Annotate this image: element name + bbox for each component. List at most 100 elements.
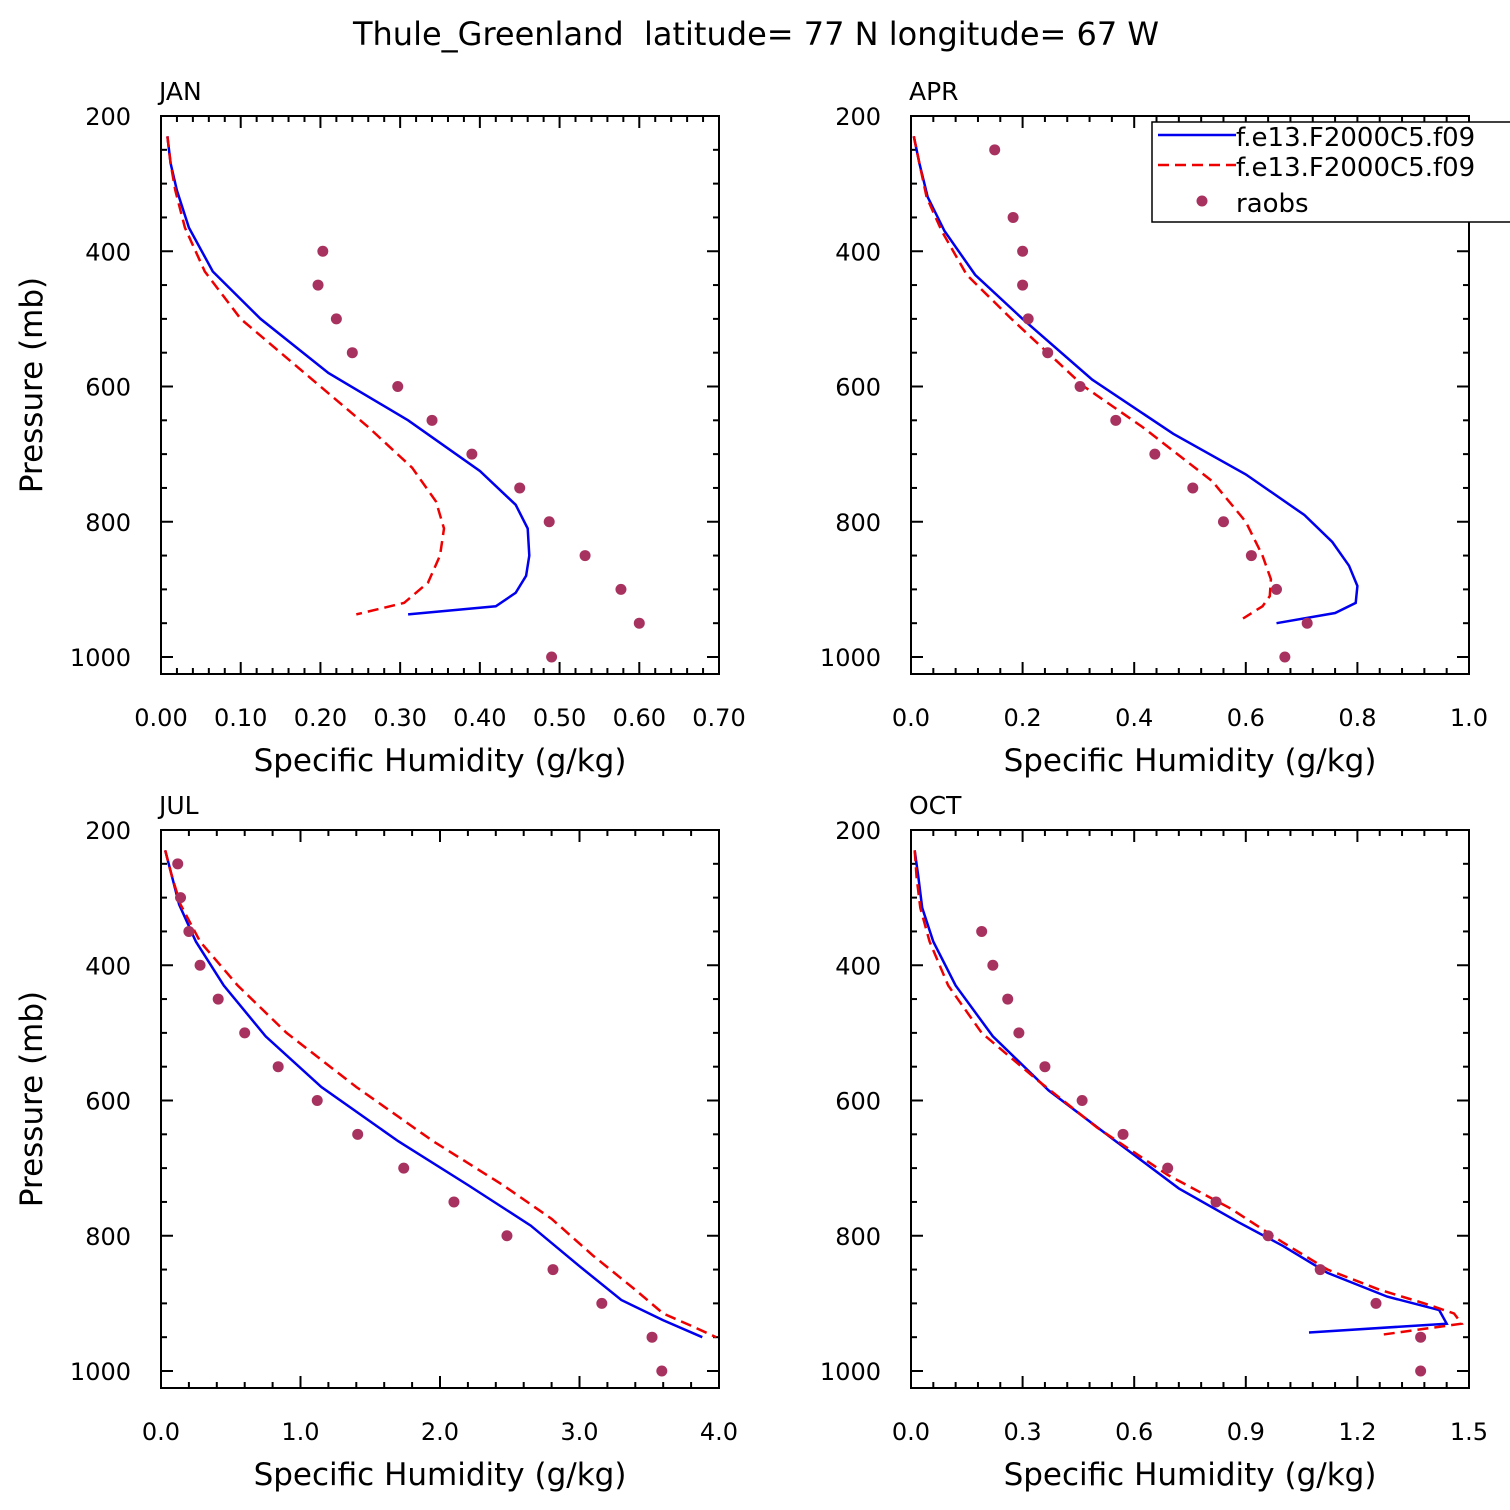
x-tick-label: 0.30	[373, 704, 426, 732]
y-tick-label: 1000	[820, 644, 881, 672]
obs-point	[1314, 1264, 1326, 1276]
obs-point	[596, 1297, 608, 1309]
obs-point	[987, 959, 999, 971]
x-axis-label: Specific Humidity (g/kg)	[254, 743, 627, 779]
obs-point	[501, 1230, 513, 1242]
x-tick-label: 0.0	[892, 1418, 930, 1446]
y-tick-label: 800	[85, 1223, 131, 1251]
y-tick-label: 1000	[820, 1358, 881, 1386]
obs-point	[1370, 1297, 1382, 1309]
obs-point	[656, 1365, 668, 1377]
obs-point	[1162, 1162, 1174, 1174]
obs-point	[1110, 414, 1122, 426]
obs-point	[317, 245, 329, 257]
obs-point	[1245, 550, 1257, 562]
obs-point	[546, 651, 558, 663]
obs-point	[398, 1162, 410, 1174]
x-tick-label: 0.40	[453, 704, 506, 732]
obs-point	[989, 144, 1001, 156]
obs-point	[646, 1331, 658, 1343]
series-line-dashed	[163, 849, 717, 1339]
obs-point	[1007, 211, 1019, 223]
x-tick-label: 0.70	[692, 704, 745, 732]
obs-point	[1210, 1196, 1222, 1208]
series-line-solid	[913, 850, 1449, 1334]
legend-marker-dot	[1196, 195, 1208, 207]
obs-point	[426, 414, 438, 426]
panel-jan: JAN 0.00 0.10 0.20 0.30 0.40 0.50 0.60 0.70 200 40…	[14, 77, 746, 779]
legend-label: f.e13.F2000C5.f09	[1236, 123, 1475, 153]
plot-frame	[160, 115, 720, 675]
panel-label: APR	[909, 77, 959, 106]
series-group	[913, 850, 1464, 1336]
x-tick-label: 0.0	[142, 1418, 180, 1446]
plot-frame	[160, 829, 720, 1389]
series-line-dashed	[166, 136, 446, 616]
obs-point	[212, 993, 224, 1005]
y-axis-label: Pressure (mb)	[14, 991, 50, 1207]
obs-point	[172, 858, 184, 870]
series-line-solid	[163, 849, 703, 1339]
y-tick-label: 600	[85, 1088, 131, 1116]
x-tick-label: 0.8	[1338, 704, 1376, 732]
x-tick-label: 0.50	[533, 704, 586, 732]
y-tick-label: 800	[85, 509, 131, 537]
y-tick-label: 200	[835, 103, 881, 131]
plot-frame	[910, 829, 1470, 1389]
x-tick-label: 1.5	[1450, 1418, 1488, 1446]
y-tick-label: 200	[85, 103, 131, 131]
obs-point	[1117, 1128, 1129, 1140]
y-tick-label: 600	[835, 1088, 881, 1116]
obs-point	[1002, 993, 1014, 1005]
y-tick-label: 600	[835, 374, 881, 402]
y-tick-label: 1000	[70, 644, 131, 672]
panel-oct: OCT 0.0 0.3 0.6 0.9 1.2 1.5 200 400 600 800 1000 Spe…	[820, 791, 1488, 1493]
obs-point	[392, 381, 404, 392]
obs-point	[1187, 482, 1199, 494]
x-tick-label: 1.2	[1338, 1418, 1376, 1446]
x-tick-label: 1.0	[281, 1418, 319, 1446]
obs-point	[1022, 313, 1034, 325]
x-tick-label: 4.0	[700, 1418, 738, 1446]
x-tick-label: 3.0	[560, 1418, 598, 1446]
obs-point	[1042, 347, 1054, 359]
obs-point	[1017, 279, 1029, 291]
series-group	[912, 136, 1359, 625]
obs-point	[579, 550, 591, 562]
obs-point	[1013, 1027, 1025, 1039]
series-group	[166, 136, 531, 616]
y-tick-label: 400	[835, 952, 881, 980]
obs-point	[272, 1061, 284, 1073]
obs-point	[615, 583, 627, 595]
y-tick-label: 400	[85, 238, 131, 266]
obs-point	[1262, 1230, 1274, 1242]
y-tick-label: 800	[835, 509, 881, 537]
series-line-dashed	[912, 136, 1273, 620]
y-axis-label: Pressure (mb)	[14, 277, 50, 493]
y-tick-label: 200	[85, 817, 131, 845]
obs-point	[175, 892, 187, 904]
obs-point	[448, 1196, 460, 1208]
series-line-dashed	[913, 850, 1464, 1336]
x-tick-label: 0.20	[294, 704, 347, 732]
series-line-solid	[912, 136, 1359, 625]
y-tick-label: 1000	[70, 1358, 131, 1386]
x-tick-label: 0.4	[1115, 704, 1153, 732]
obs-point	[547, 1264, 559, 1276]
x-tick-label: 2.0	[421, 1418, 459, 1446]
panels: JAN 0.00 0.10 0.20 0.30 0.40 0.50 0.60 0.70 200 40…	[14, 77, 1488, 1493]
obs-point	[194, 959, 206, 971]
obs-point	[239, 1027, 251, 1039]
obs-point	[311, 1095, 323, 1106]
obs-point	[1415, 1331, 1427, 1343]
x-tick-label: 0.3	[1004, 1418, 1042, 1446]
obs-point	[1279, 651, 1291, 663]
y-tick-label: 200	[835, 817, 881, 845]
obs-point	[514, 482, 526, 494]
obs-point	[183, 925, 195, 937]
obs-point	[466, 448, 478, 460]
x-tick-label: 0.2	[1004, 704, 1042, 732]
panel-label: OCT	[909, 791, 962, 820]
